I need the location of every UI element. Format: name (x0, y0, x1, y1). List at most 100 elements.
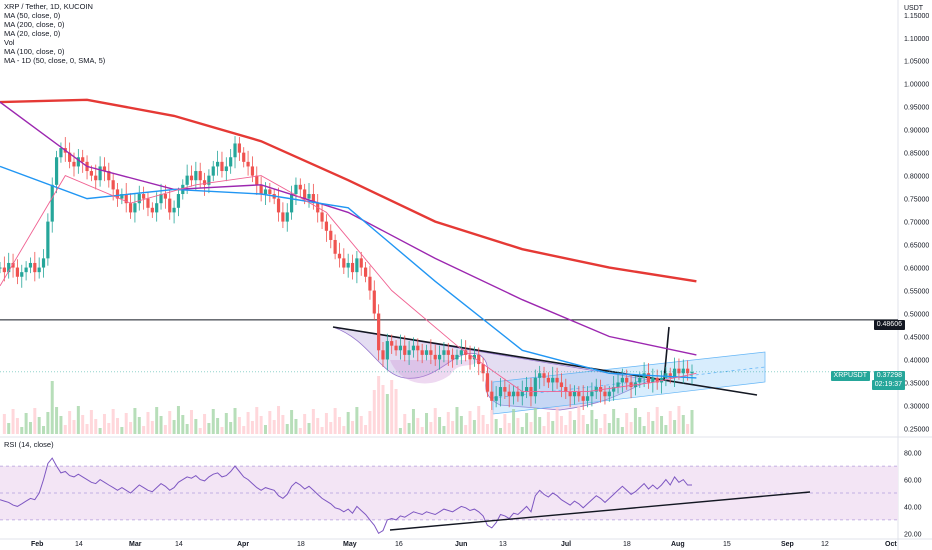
volume-bar (633, 408, 637, 434)
level-price-label: 0.48606 (873, 320, 905, 330)
volume-bar (529, 422, 533, 434)
time-tick-label: Jul (561, 541, 571, 548)
candle-body (0, 267, 2, 269)
symbol-title[interactable]: XRP / Tether, 1D, KUCOIN (4, 2, 93, 11)
volume-bar (237, 417, 241, 434)
volume-bar (512, 409, 516, 434)
volume-bar (451, 421, 455, 434)
volume-bar (681, 415, 685, 434)
candle-body (111, 180, 115, 190)
volume-bar (285, 424, 289, 434)
volume-bar (150, 421, 154, 434)
volume-bar (559, 416, 563, 434)
volume-bar (668, 411, 672, 434)
legend-ma50[interactable]: MA (50, close, 0) (4, 11, 61, 20)
candle-body (263, 189, 268, 195)
candle-body (686, 368, 690, 374)
volume-bar (503, 414, 507, 434)
candle-body (394, 345, 398, 351)
candle-body (229, 157, 233, 167)
descending-trendline (332, 326, 758, 396)
volume-bar (459, 416, 463, 434)
candle-body (320, 212, 324, 222)
candle-body (390, 341, 394, 346)
candle-body (185, 175, 189, 185)
legend-ma200[interactable]: MA (200, close, 0) (4, 20, 65, 29)
volume-bar (55, 407, 59, 434)
candle-body (668, 373, 672, 378)
candle-body (324, 221, 329, 231)
volume-bar (107, 423, 111, 434)
volume-bar (533, 408, 537, 434)
last-price-label: 0.37298 (873, 371, 905, 381)
volume-bar (11, 409, 15, 434)
legend-vol[interactable]: Vol (4, 38, 15, 47)
volume-bar (15, 418, 19, 434)
candle-body (651, 377, 655, 383)
legend-ma100[interactable]: MA (100, close, 0) (4, 47, 65, 56)
volume-bar (638, 417, 642, 434)
candle-body (107, 171, 111, 181)
candle-body (220, 161, 224, 172)
volume-bar (28, 422, 32, 434)
candle-body (577, 391, 581, 397)
candle-body (585, 396, 590, 401)
volume-bar (290, 410, 294, 434)
candle-body (564, 387, 568, 392)
candle-body (485, 373, 490, 392)
candle-body (128, 203, 133, 213)
time-tick-label: 14 (175, 541, 183, 548)
legend-ma20[interactable]: MA (20, close, 0) (4, 29, 61, 38)
volume-bar (42, 426, 46, 434)
volume-bar (581, 415, 585, 434)
legend-ma-1d[interactable]: MA - 1D (50, close, 0, SMA, 5) (4, 56, 106, 65)
volume-bar (407, 423, 411, 434)
volume-bar (85, 424, 89, 434)
volume-bar (607, 423, 611, 434)
currency-label: USDT (904, 5, 924, 12)
volume-bar (398, 428, 402, 434)
volume-bar (468, 411, 472, 434)
candle-body (120, 194, 124, 199)
candle-body (442, 350, 446, 355)
candle-body (115, 189, 120, 199)
candle-body (494, 396, 498, 401)
volume-bar (346, 412, 350, 434)
candle-body (342, 258, 346, 268)
rsi-trendline (389, 491, 811, 531)
candle-body (11, 262, 15, 268)
candle-body (664, 373, 668, 378)
candle-body (37, 267, 41, 273)
volume-bar (551, 421, 555, 434)
volume-bar (181, 415, 185, 434)
volume-bar (224, 413, 228, 434)
volume-bar (420, 427, 424, 434)
rsi-tick-label: 60.00 (904, 478, 922, 485)
ticker-label: XRPUSDT (830, 371, 870, 381)
volume-bar (690, 410, 694, 434)
volume-bar (390, 380, 394, 434)
candle-body (433, 354, 437, 360)
candle-body (355, 258, 359, 273)
candle-body (216, 161, 220, 167)
volume-bar (242, 426, 246, 434)
candle-body (477, 354, 481, 365)
volume-bar (342, 426, 346, 434)
volume-bar (116, 418, 120, 434)
candle-body (411, 345, 416, 351)
ma200-line (0, 98, 697, 283)
candle-body (294, 184, 298, 195)
candle-body (189, 175, 194, 181)
candle-body (242, 152, 246, 162)
candle-body (359, 258, 363, 268)
volume-bar (255, 407, 259, 434)
candle-body (546, 377, 550, 383)
rsi-legend[interactable]: RSI (14, close) (4, 440, 54, 449)
volume-bar (159, 416, 163, 434)
volume-bar (629, 422, 633, 434)
price-tick-label: 0.75000 (904, 197, 929, 204)
volume-bar (686, 424, 690, 434)
candle-body (594, 387, 598, 392)
time-tick-label: 13 (499, 541, 507, 548)
volume-bar (198, 428, 202, 434)
